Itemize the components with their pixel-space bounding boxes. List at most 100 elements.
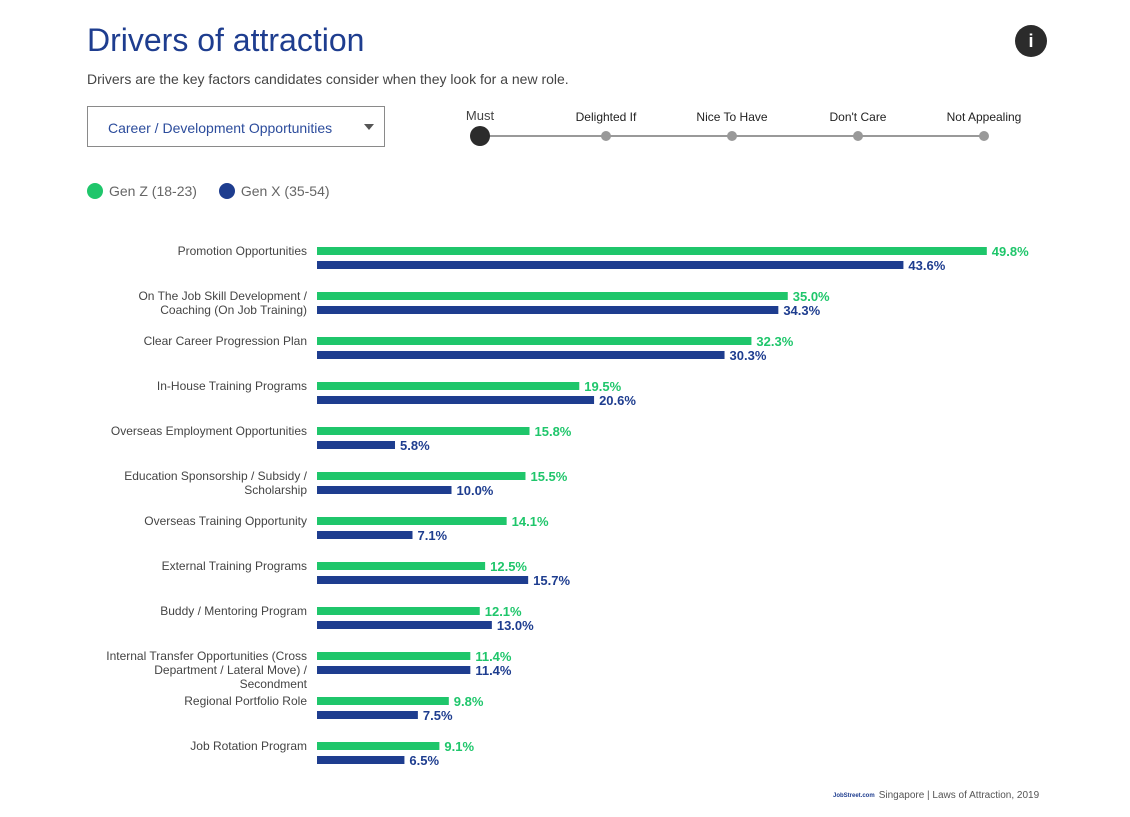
bar-gen-x-35-54[interactable] [317, 261, 904, 269]
value-label-gen-z-18-23: 35.0% [793, 289, 830, 304]
bar-gen-x-35-54[interactable] [317, 351, 725, 359]
value-label-gen-z-18-23: 15.8% [535, 424, 572, 439]
value-label-gen-x-35-54: 10.0% [457, 483, 494, 498]
bar-group-promotion-opportunities: Promotion Opportunities 49.8% 43.6% [178, 244, 1030, 273]
category-label: Secondment [240, 677, 308, 691]
legend-label: Gen Z (18-23) [109, 183, 197, 199]
bar-gen-z-18-23[interactable] [317, 472, 526, 480]
bar-gen-z-18-23[interactable] [317, 337, 752, 345]
bar-gen-z-18-23[interactable] [317, 292, 788, 300]
category-dropdown[interactable]: Career / Development Opportunities [87, 106, 385, 147]
value-label-gen-x-35-54: 30.3% [730, 348, 767, 363]
scale-stop-must[interactable]: Must [420, 100, 540, 146]
value-label-gen-x-35-54: 5.8% [400, 438, 430, 453]
value-label-gen-z-18-23: 32.3% [756, 334, 793, 349]
category-label: Clear Career Progression Plan [144, 334, 307, 348]
category-label: Job Rotation Program [190, 739, 307, 753]
legend-swatch-gen-z [87, 183, 103, 199]
bar-gen-x-35-54[interactable] [317, 396, 595, 404]
value-label-gen-x-35-54: 11.4% [475, 663, 512, 678]
bar-group-clear-career-progression-plan: Clear Career Progression Plan 32.3%30.3% [144, 334, 794, 363]
chevron-down-icon [364, 124, 374, 130]
scale-stop-nice-to-have[interactable]: Nice To Have [672, 100, 792, 141]
legend-swatch-gen-x [218, 183, 235, 199]
bar-group-buddy-mentoring-program: Buddy / Mentoring Program 12.1%13.0% [160, 604, 534, 633]
category-label: Scholarship [244, 483, 307, 497]
scale-dot [601, 131, 611, 141]
bar-gen-x-35-54[interactable] [317, 306, 779, 314]
bar-gen-x-35-54[interactable] [317, 531, 413, 539]
bar-chart: Promotion Opportunities 49.8% 43.6% On The … [106, 244, 1030, 768]
bar-gen-x-35-54[interactable] [317, 621, 492, 629]
bar-gen-x-35-54[interactable] [317, 756, 405, 764]
scale-stop-not-appealing[interactable]: Not Appealing [924, 100, 1044, 141]
bar-group-external-training-programs: External Training Programs 12.5% 15.7% [162, 559, 571, 588]
legend-item-gen-x[interactable]: Gen X (35-54) [218, 183, 330, 199]
value-label-gen-z-18-23: 11.4% [475, 649, 512, 664]
value-label-gen-x-35-54: 34.3% [783, 303, 820, 318]
source-text: Singapore | Laws of Attraction, 2019 [878, 790, 1040, 801]
value-label-gen-x-35-54: 7.5% [423, 708, 453, 723]
bar-gen-x-35-54[interactable] [317, 711, 418, 719]
value-label-gen-x-35-54: 13.0% [497, 618, 534, 633]
bar-gen-z-18-23[interactable] [317, 247, 987, 255]
category-label: Promotion Opportunities [178, 244, 307, 258]
scale-dot-selected [470, 126, 490, 146]
scale-dot [727, 131, 737, 141]
value-label-gen-z-18-23: 9.1% [444, 739, 474, 754]
category-label: Internal Transfer Opportunities (Cross [106, 649, 307, 663]
value-label-gen-x-35-54: 6.5% [409, 753, 439, 768]
bar-group-overseas-employment-opportunities: Overseas Employment Opportunities 15.8% 5.… [111, 424, 572, 453]
scale-stop-dont-care[interactable]: Don't Care [798, 100, 918, 141]
bar-gen-z-18-23[interactable] [317, 517, 507, 525]
bar-gen-z-18-23[interactable] [317, 697, 449, 705]
value-label-gen-x-35-54: 43.6% [908, 258, 945, 273]
value-label-gen-x-35-54: 7.1% [417, 528, 447, 543]
bar-group-internal-transfer-opportunities-cross-department-lateral-move-secondment: Internal Transfer Opportunities (CrossDe… [106, 649, 512, 691]
bar-group-education-sponsorship-subsidy-scholarship: Education Sponsorship / Subsidy /Scholar… [124, 469, 568, 498]
bar-gen-x-35-54[interactable] [317, 486, 452, 494]
bar-gen-z-18-23[interactable] [317, 382, 580, 390]
category-label: In-House Training Programs [157, 379, 307, 393]
bar-gen-z-18-23[interactable] [317, 742, 440, 750]
category-label: Buddy / Mentoring Program [160, 604, 307, 618]
category-label: Coaching (On Job Training) [160, 303, 307, 317]
bar-gen-z-18-23[interactable] [317, 562, 486, 570]
info-icon[interactable]: i [1015, 25, 1047, 57]
scale-stop-delighted-if[interactable]: Delighted If [546, 100, 666, 141]
bar-group-overseas-training-opportunity: Overseas Training Opportunity 14.1% 7.1% [144, 514, 549, 543]
bar-gen-z-18-23[interactable] [317, 427, 530, 435]
value-label-gen-x-35-54: 15.7% [533, 573, 570, 588]
value-label-gen-z-18-23: 15.5% [530, 469, 567, 484]
legend-label: Gen X (35-54) [240, 183, 330, 199]
value-label-gen-z-18-23: 12.1% [485, 604, 522, 619]
bar-gen-x-35-54[interactable] [317, 666, 471, 674]
scale-stop-label: Don't Care [829, 110, 887, 124]
bar-gen-z-18-23[interactable] [317, 652, 471, 660]
source-footer: JobStreet.com Singapore | Laws of Attract… [833, 790, 1039, 801]
scale-stop-label: Nice To Have [696, 110, 768, 124]
value-label-gen-z-18-23: 19.5% [584, 379, 621, 394]
category-label: On The Job Skill Development / [138, 289, 307, 303]
scale-dot [979, 131, 989, 141]
category-label: Overseas Employment Opportunities [111, 424, 307, 438]
value-label-gen-z-18-23: 14.1% [512, 514, 549, 529]
category-label: Department / Lateral Move) / [154, 663, 307, 677]
bar-gen-x-35-54[interactable] [317, 441, 396, 449]
page-subtitle: Drivers are the key factors candidates c… [87, 71, 569, 87]
scale-stop-label: Not Appealing [946, 110, 1022, 124]
value-label-gen-z-18-23: 9.8% [454, 694, 484, 709]
attraction-scale: Must Delighted If Nice To Have Don't Car… [450, 100, 1050, 160]
jobstreet-logo: JobStreet.com [833, 793, 875, 799]
category-label: Overseas Training Opportunity [144, 514, 307, 528]
bar-group-in-house-training-programs: In-House Training Programs 19.5%20.6% [157, 379, 636, 408]
category-dropdown-value: Career / Development Opportunities [108, 120, 333, 136]
bar-group-job-rotation-program: Job Rotation Program 9.1% 6.5% [190, 739, 474, 768]
legend-item-gen-z[interactable]: Gen Z (18-23) [87, 183, 197, 199]
value-label-gen-z-18-23: 49.8% [992, 244, 1029, 259]
bar-group-regional-portfolio-role: Regional Portfolio Role 9.8%7.5% [184, 694, 484, 723]
bar-group-on-the-job-skill-development-coaching-on-job-training: On The Job Skill Development /Coaching (… [138, 289, 830, 318]
bar-gen-x-35-54[interactable] [317, 576, 529, 584]
value-label-gen-z-18-23: 12.5% [490, 559, 527, 574]
bar-gen-z-18-23[interactable] [317, 607, 480, 615]
